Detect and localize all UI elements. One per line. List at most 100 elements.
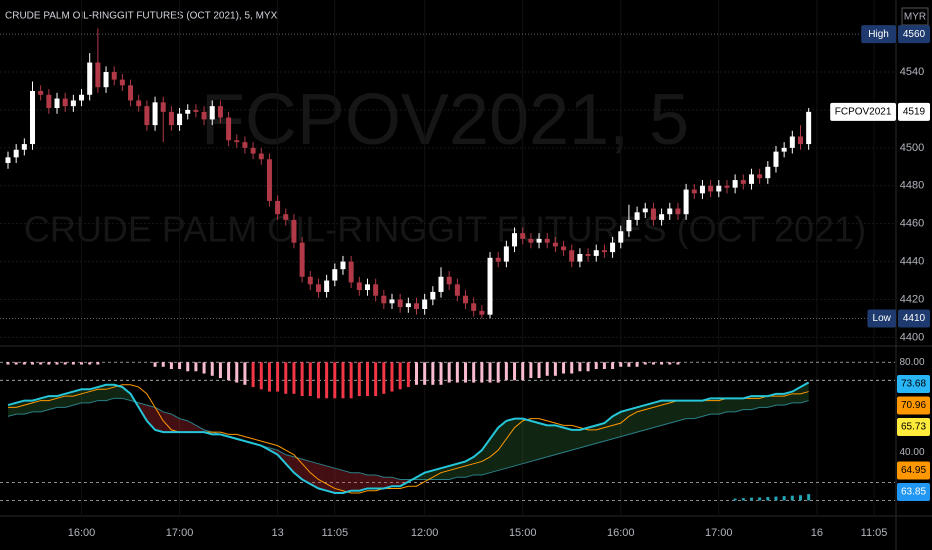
price-label-value-bg (898, 102, 930, 121)
candle-body (266, 159, 272, 201)
cloud (628, 407, 638, 435)
last-value: 70.96 (901, 400, 926, 411)
cloud (146, 405, 156, 430)
candle-body (275, 200, 281, 215)
candle-body (389, 299, 395, 304)
candle-body (30, 90, 36, 145)
candle-body (62, 98, 68, 107)
histogram-bar (39, 362, 43, 365)
histogram-bar (431, 362, 435, 385)
cloud (637, 405, 646, 433)
cloud (449, 463, 458, 480)
histogram-bar (80, 362, 84, 365)
x-tick-label: 15:00 (509, 527, 537, 539)
histogram-bar (553, 362, 557, 376)
cloud (539, 423, 548, 460)
cloud (751, 396, 760, 410)
y-tick-label: 4400 (900, 331, 924, 343)
candle-body (479, 310, 485, 315)
cloud (490, 427, 499, 473)
candle-body (46, 94, 52, 109)
cloud (694, 400, 703, 419)
histogram-bar (267, 362, 271, 392)
histogram-bar (455, 362, 459, 383)
candle-body (724, 185, 730, 188)
indicator-line (7, 397, 809, 480)
candle-body (226, 117, 232, 141)
candle-body (299, 242, 305, 277)
histogram-bar (284, 362, 288, 394)
last-value: 64.95 (901, 465, 926, 476)
candle-body (748, 174, 754, 184)
candle-body (136, 100, 142, 107)
cloud (498, 420, 507, 471)
candle-body (789, 136, 795, 148)
cloud (351, 472, 360, 491)
cloud (73, 389, 82, 406)
indicator-tick-label: 80.00 (899, 357, 924, 368)
histogram-bar (537, 362, 541, 379)
cloud (710, 398, 719, 415)
candle-body (463, 295, 469, 304)
candle-body (242, 142, 248, 148)
histogram-low-bar (790, 495, 794, 501)
y-tick-label: 4440 (900, 255, 924, 267)
cloud (65, 391, 74, 408)
histogram-bar (194, 362, 198, 372)
candle-body (675, 208, 681, 215)
candle-body (234, 140, 240, 143)
histogram-bar (521, 362, 525, 381)
histogram-bar (668, 362, 672, 365)
candle-body (765, 166, 771, 179)
histogram-bar (178, 362, 182, 370)
histogram-bar (71, 362, 75, 365)
cloud (97, 384, 107, 401)
candle-body (177, 113, 183, 126)
candle-body (422, 299, 428, 309)
candle-body (757, 174, 763, 179)
histogram-bar (382, 362, 386, 394)
x-tick-label: 11:05 (861, 527, 888, 539)
x-tick-label: 16:00 (68, 527, 96, 539)
histogram-bar (22, 362, 26, 365)
cloud (784, 391, 793, 406)
candle-body (364, 284, 370, 291)
cloud (506, 418, 515, 469)
last-value: 63.85 (901, 487, 926, 498)
histogram-bar (447, 362, 451, 383)
histogram-bar (578, 362, 582, 372)
chart-title: CRUDE PALM OIL-RINGGIT FUTURES (OCT 2021… (5, 11, 278, 22)
candle-body (683, 189, 689, 215)
candle-body (21, 144, 27, 150)
cloud (40, 396, 49, 412)
histogram-bar (333, 362, 337, 399)
histogram-bar (243, 362, 247, 385)
histogram-bar (472, 362, 476, 383)
histogram-bar (235, 362, 239, 383)
last-value-bg (897, 483, 930, 501)
histogram-bar (316, 362, 320, 399)
cloud (334, 468, 343, 493)
histogram-bar (292, 362, 296, 394)
candle-body (585, 254, 591, 256)
histogram-bar (259, 362, 263, 390)
histogram-bar (31, 362, 35, 365)
candle-body (405, 303, 411, 308)
price-label-value-bg (898, 309, 930, 328)
last-value-bg (897, 396, 930, 415)
cloud (661, 400, 670, 426)
cloud (32, 398, 41, 412)
histogram-low-bar (766, 497, 770, 501)
candle-body (348, 261, 354, 283)
histogram-bar (406, 362, 410, 388)
x-tick-label: 16:00 (607, 527, 635, 539)
histogram-bar (464, 362, 468, 383)
histogram-bar (676, 362, 680, 365)
candle-body (544, 238, 550, 243)
histogram-bar (562, 362, 566, 374)
y-tick-label: 4540 (900, 66, 924, 78)
cloud (588, 425, 597, 446)
cloud (310, 461, 319, 489)
